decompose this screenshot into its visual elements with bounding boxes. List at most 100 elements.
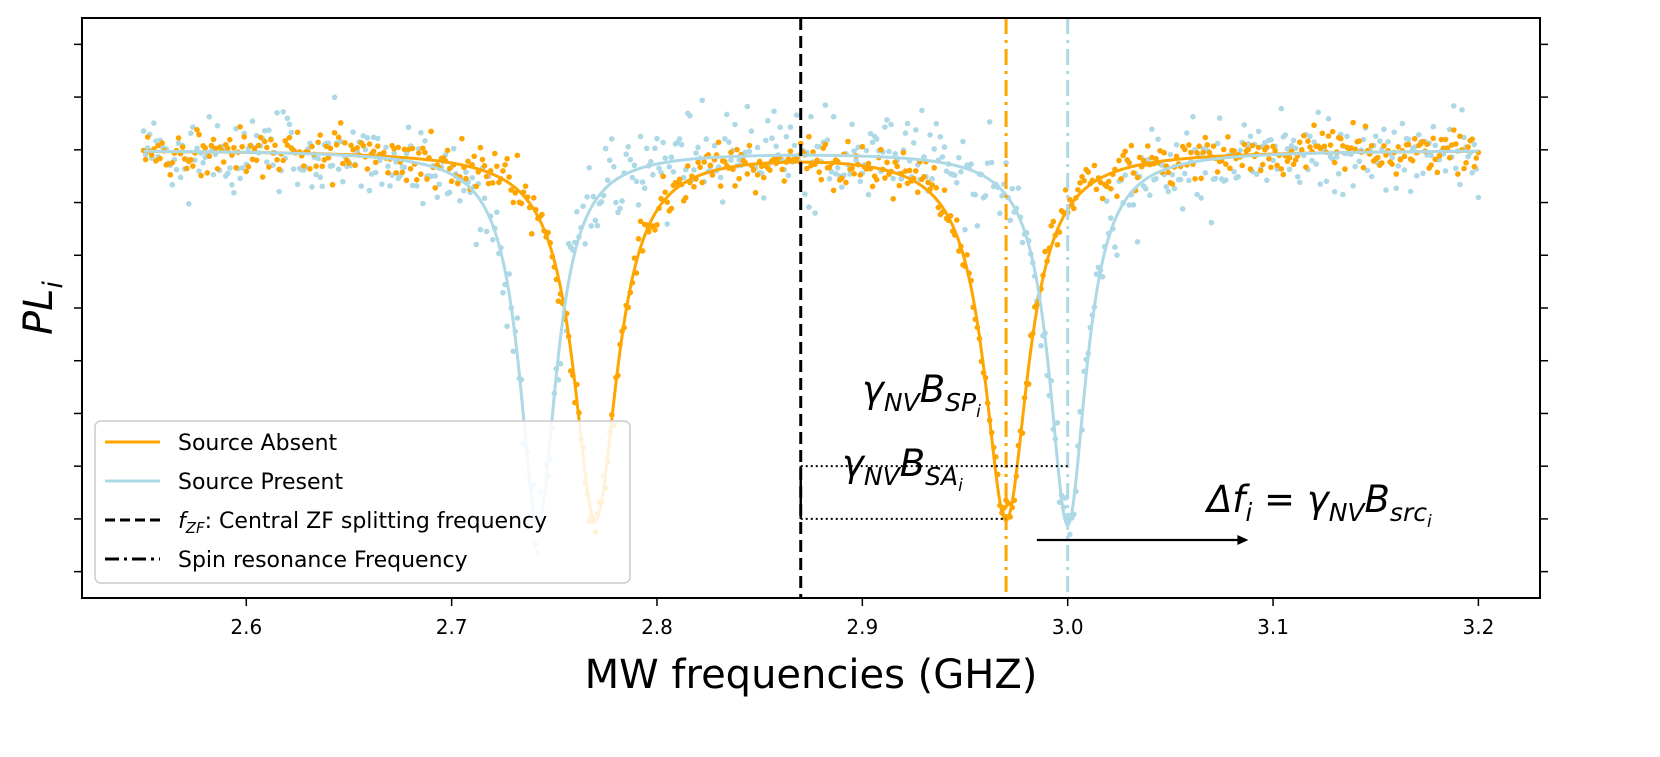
data-point-present bbox=[1457, 181, 1463, 188]
y-axis-title-sub: i bbox=[38, 281, 69, 289]
data-point-absent bbox=[1136, 154, 1143, 161]
data-point-present bbox=[1155, 136, 1161, 143]
data-point-absent bbox=[157, 155, 163, 162]
data-point-present bbox=[660, 139, 666, 146]
data-point-absent bbox=[1381, 143, 1387, 149]
data-point-present bbox=[830, 113, 837, 120]
axis-titles: MW frequencies (GHZ) PLi bbox=[16, 281, 1037, 698]
data-point-present bbox=[1393, 185, 1400, 192]
data-point-absent bbox=[701, 159, 708, 165]
data-point-absent bbox=[662, 189, 668, 196]
data-point-present bbox=[374, 135, 381, 142]
data-point-present bbox=[1432, 142, 1439, 149]
data-point-absent bbox=[734, 146, 740, 153]
data-point-present bbox=[606, 157, 613, 163]
data-point-absent bbox=[401, 146, 408, 153]
data-point-present bbox=[890, 175, 896, 182]
data-point-absent bbox=[422, 149, 428, 156]
data-point-present bbox=[960, 138, 966, 145]
label-sp: γNVBSPi bbox=[862, 368, 981, 422]
data-point-present bbox=[331, 94, 338, 101]
data-point-present bbox=[1194, 191, 1200, 198]
data-point-present bbox=[867, 130, 874, 137]
data-point-present bbox=[921, 154, 927, 160]
data-point-absent bbox=[340, 160, 346, 167]
data-point-absent bbox=[1432, 156, 1439, 163]
data-point-absent bbox=[1393, 171, 1400, 177]
data-point-absent bbox=[210, 136, 217, 143]
data-point-present bbox=[169, 181, 176, 188]
label-shift-delta-f: Δf bbox=[1204, 478, 1250, 521]
data-point-absent bbox=[652, 227, 658, 233]
data-point-absent bbox=[1270, 143, 1276, 150]
data-point-absent bbox=[839, 175, 845, 181]
data-point-present bbox=[857, 178, 864, 185]
data-point-absent bbox=[518, 200, 525, 207]
data-point-absent bbox=[1097, 179, 1104, 186]
data-point-absent bbox=[329, 181, 336, 188]
data-point-present bbox=[968, 161, 974, 167]
data-point-present bbox=[1296, 179, 1303, 186]
data-point-present bbox=[958, 169, 964, 175]
data-point-present bbox=[274, 109, 280, 116]
data-point-present bbox=[1235, 173, 1241, 180]
data-point-present bbox=[982, 192, 989, 199]
data-point-present bbox=[726, 139, 732, 145]
data-point-present bbox=[286, 121, 293, 128]
data-point-absent bbox=[284, 142, 291, 148]
data-point-present bbox=[1315, 109, 1322, 116]
data-point-absent bbox=[364, 166, 371, 172]
data-point-present bbox=[500, 289, 506, 296]
data-point-present bbox=[584, 194, 590, 200]
data-point-present bbox=[625, 143, 632, 150]
data-point-present bbox=[504, 323, 510, 330]
data-point-present bbox=[594, 222, 601, 229]
data-point-present bbox=[185, 201, 192, 207]
data-point-absent bbox=[1093, 186, 1100, 193]
data-point-present bbox=[1383, 187, 1389, 193]
data-point-absent bbox=[1446, 155, 1453, 161]
data-point-present bbox=[151, 120, 157, 126]
data-point-absent bbox=[1463, 159, 1469, 166]
data-point-present bbox=[1459, 107, 1465, 113]
data-point-absent bbox=[179, 144, 186, 150]
data-point-present bbox=[602, 145, 609, 152]
data-point-present bbox=[763, 137, 769, 144]
data-point-present bbox=[1294, 173, 1301, 180]
data-point-present bbox=[239, 165, 245, 171]
data-point-absent bbox=[1352, 146, 1358, 153]
data-point-present bbox=[1407, 188, 1414, 195]
data-point-absent bbox=[707, 162, 714, 169]
data-point-present bbox=[358, 183, 365, 189]
data-point-present bbox=[420, 200, 426, 207]
data-point-present bbox=[1108, 215, 1114, 221]
data-point-absent bbox=[202, 145, 209, 151]
data-point-absent bbox=[717, 183, 724, 189]
data-point-absent bbox=[374, 143, 381, 149]
data-point-present bbox=[648, 158, 654, 165]
data-point-present bbox=[590, 193, 597, 200]
data-point-absent bbox=[1206, 149, 1213, 156]
data-point-present bbox=[962, 226, 968, 233]
data-point-present bbox=[1149, 126, 1155, 132]
data-point-absent bbox=[715, 139, 722, 146]
data-point-present bbox=[1099, 273, 1106, 280]
data-point-absent bbox=[245, 163, 252, 170]
data-point-present bbox=[986, 119, 993, 125]
data-point-present bbox=[678, 141, 685, 148]
data-point-present bbox=[865, 191, 872, 198]
data-point-absent bbox=[1379, 160, 1385, 166]
data-point-present bbox=[988, 159, 995, 166]
data-point-present bbox=[641, 185, 648, 192]
data-point-present bbox=[1208, 219, 1215, 226]
data-point-absent bbox=[921, 173, 927, 180]
data-point-absent bbox=[1303, 164, 1309, 170]
data-point-present bbox=[1015, 185, 1022, 191]
data-point-present bbox=[666, 164, 673, 170]
data-point-present bbox=[401, 164, 408, 171]
data-point-absent bbox=[504, 155, 510, 162]
data-point-absent bbox=[225, 145, 231, 152]
data-point-absent bbox=[241, 134, 248, 140]
data-point-present bbox=[210, 171, 217, 178]
data-point-present bbox=[1202, 170, 1209, 176]
